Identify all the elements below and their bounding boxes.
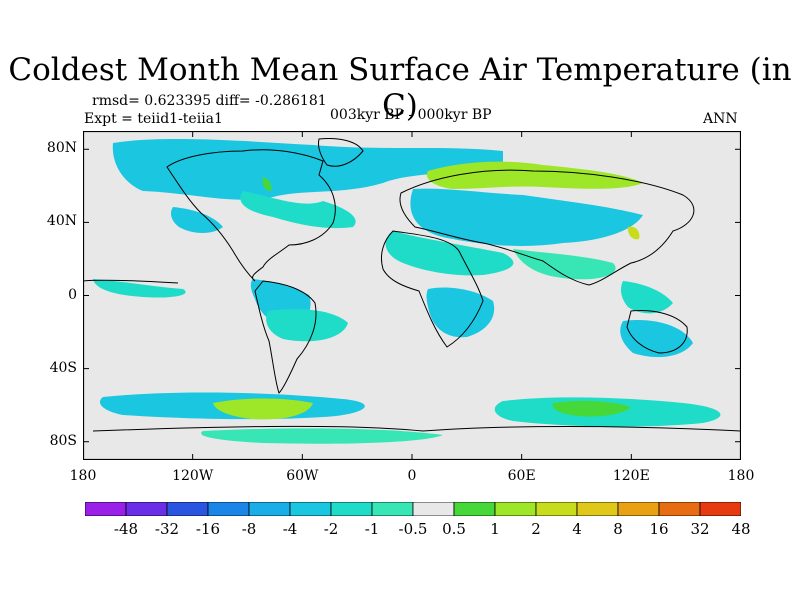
colorbar-label: -1 bbox=[364, 520, 380, 538]
colorbar-swatch bbox=[125, 502, 168, 516]
colorbar-swatch bbox=[248, 502, 291, 516]
colorbar-label: 2 bbox=[531, 520, 541, 538]
colorbar-label: 0.5 bbox=[442, 520, 466, 538]
colorbar-swatch bbox=[699, 502, 741, 516]
colorbar bbox=[85, 502, 741, 516]
longitude-ticks bbox=[83, 131, 741, 460]
lon-tick-label: 60W bbox=[286, 468, 319, 484]
lon-tick-label: 0 bbox=[407, 468, 417, 484]
latitude-ticks bbox=[83, 148, 741, 443]
colorbar-label: 48 bbox=[731, 520, 751, 538]
lon-tick-label: 120E bbox=[612, 468, 650, 484]
colorbar-swatch bbox=[535, 502, 578, 516]
colorbar-label: 4 bbox=[572, 520, 582, 538]
colorbar-swatch bbox=[371, 502, 414, 516]
lat-tick-label: 80S bbox=[49, 432, 77, 449]
colorbar-label: -16 bbox=[195, 520, 221, 538]
lon-tick-label: 180 bbox=[69, 468, 97, 484]
colorbar-swatch bbox=[617, 502, 660, 516]
colorbar-label: -0.5 bbox=[398, 520, 428, 538]
lat-tick-label: 0 bbox=[68, 286, 77, 303]
lon-tick-label: 60E bbox=[507, 468, 536, 484]
colorbar-swatch bbox=[412, 502, 455, 516]
colorbar-swatch bbox=[289, 502, 332, 516]
lat-tick-label: 40N bbox=[46, 213, 77, 230]
figure-title: Coldest Month Mean Surface Air Temperatu… bbox=[8, 52, 792, 124]
colorbar-swatch bbox=[576, 502, 619, 516]
world-map bbox=[83, 131, 741, 460]
colorbar-label: -8 bbox=[241, 520, 257, 538]
colorbar-swatch bbox=[453, 502, 496, 516]
colorbar-swatch bbox=[658, 502, 701, 516]
coastlines bbox=[83, 138, 741, 432]
colorbar-label: 32 bbox=[690, 520, 710, 538]
lon-tick-label: 180 bbox=[727, 468, 755, 484]
colorbar-label: -2 bbox=[323, 520, 339, 538]
period-text: 003kyr BP - 000kyr BP bbox=[330, 107, 492, 123]
colorbar-swatch bbox=[207, 502, 250, 516]
colorbar-label: 1 bbox=[490, 520, 500, 538]
colorbar-label: 16 bbox=[649, 520, 669, 538]
colorbar-swatch bbox=[330, 502, 373, 516]
stats-text: rmsd= 0.623395 diff= -0.286181 bbox=[92, 93, 327, 109]
lat-tick-label: 40S bbox=[49, 359, 77, 376]
colorbar-swatch bbox=[85, 502, 127, 516]
colorbar-label: -4 bbox=[282, 520, 298, 538]
colorbar-label: 8 bbox=[613, 520, 623, 538]
experiment-text: Expt = teiid1-teiia1 bbox=[84, 111, 223, 127]
lat-tick-label: 80N bbox=[46, 140, 77, 157]
colorbar-swatch bbox=[166, 502, 209, 516]
colorbar-label: -32 bbox=[154, 520, 180, 538]
colorbar-label: -48 bbox=[113, 520, 139, 538]
season-text: ANN bbox=[703, 111, 738, 127]
warm-anomaly-patches bbox=[213, 161, 643, 420]
colorbar-swatch bbox=[494, 502, 537, 516]
cool-anomaly-patches bbox=[93, 139, 721, 444]
lon-tick-label: 120W bbox=[172, 468, 214, 484]
